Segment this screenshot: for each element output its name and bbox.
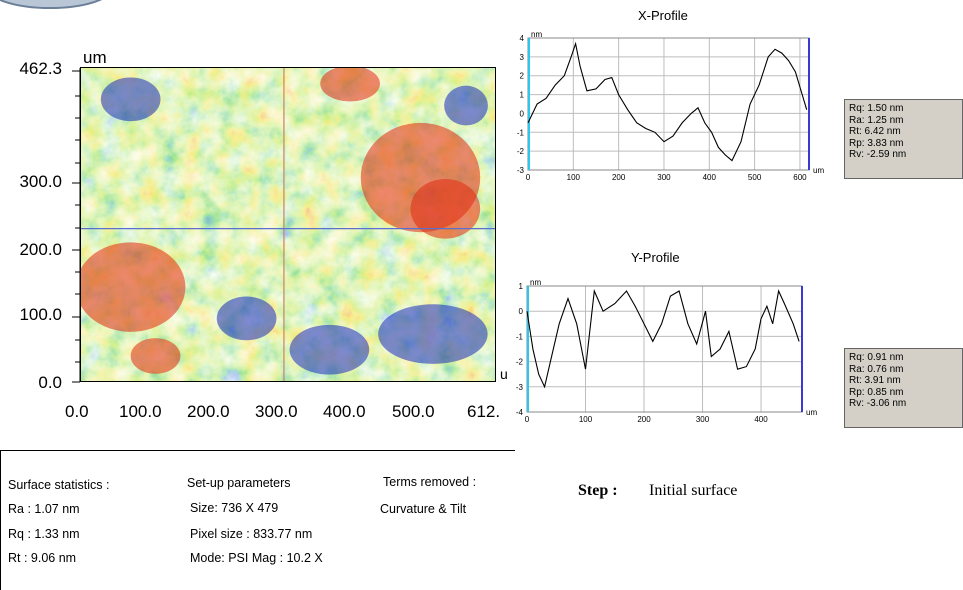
map-hotspot	[410, 179, 481, 239]
profile-y-unit: nm	[530, 278, 541, 287]
map-hotspot	[130, 338, 181, 374]
map-y-tick: 100.0	[19, 305, 62, 324]
x-profile-stat: Ra: 1.25 nm	[849, 114, 904, 126]
map-y-tick: 300.0	[19, 172, 62, 191]
terms-removed-title: Terms removed :	[383, 475, 477, 489]
y-profile-chart[interactable]: 0 100 200 300 400 1 0 -1 -2 -3 -4 nm um	[505, 270, 825, 430]
x-profile-stat: Rt: 6.42 nm	[849, 126, 901, 137]
map-hotspot	[289, 324, 370, 375]
profile-y-tick: 4	[520, 34, 525, 43]
map-hotspot	[81, 242, 186, 332]
x-profile-title: X-Profile	[638, 8, 688, 23]
profile-y-tick: -2	[517, 147, 525, 156]
profile-y-tick: 1	[519, 282, 524, 291]
surface-statistics-title: Surface statistics :	[8, 478, 110, 492]
profile-y-tick: 1	[520, 91, 525, 100]
surface-statistic: Ra : 1.07 nm	[8, 502, 80, 516]
profile-frame	[527, 37, 810, 171]
terms-removed-value: Curvature & Tilt	[380, 502, 467, 516]
map-x-unit-partial: u	[500, 366, 508, 382]
logo-graphic	[0, 0, 102, 9]
profile-series-line	[527, 41, 808, 162]
profile-x-tick: 600	[793, 173, 807, 182]
map-x-tick: 100.0	[119, 402, 162, 421]
profile-x-tick: 400	[754, 415, 768, 424]
map-x-tick: 300.0	[255, 402, 298, 421]
profile-x-tick: 0	[525, 415, 530, 424]
y-profile-title: Y-Profile	[631, 250, 680, 265]
surface-statistic: Rq : 1.33 nm	[8, 527, 80, 541]
profile-y-tick: 3	[520, 53, 525, 62]
map-x-tick: 0.0	[65, 402, 89, 421]
setup-parameter: Pixel size : 833.77 nm	[190, 527, 313, 541]
y-profile-stat: Rt: 3.91 nm	[849, 375, 901, 386]
setup-parameter: Mode: PSI Mag : 10.2 X	[190, 551, 323, 565]
profile-x-tick: 200	[612, 173, 626, 182]
y-profile-stat: Rq: 0.91 nm	[849, 352, 904, 363]
profile-x-tick: 200	[637, 415, 651, 424]
profile-x-tick: 400	[703, 173, 717, 182]
x-profile-chart[interactable]: 0 100 200 300 400 500 600 4 3 2 1 0 -1 -2 -3 nm um	[512, 28, 830, 188]
profile-x-tick: 100	[579, 415, 593, 424]
map-hotspot	[320, 68, 380, 102]
x-profile-stat: Rq: 1.50 nm	[849, 103, 904, 114]
y-profile-stat: Rp: 0.85 nm	[849, 386, 904, 398]
map-x-tick: 400.0	[323, 402, 366, 421]
profile-y-tick: -3	[516, 383, 524, 392]
map-hotspot	[216, 296, 277, 341]
y-profile-stats-panel: Rq: 0.91 nm Ra: 0.76 nm Rt: 3.91 nm Rp: …	[844, 348, 963, 428]
map-y-tick: 462.3	[19, 59, 62, 78]
profile-y-unit: nm	[531, 30, 542, 39]
surface-statistic: Rt : 9.06 nm	[8, 551, 77, 565]
surface-height-map[interactable]	[80, 67, 496, 382]
step-value: Initial surface	[649, 482, 738, 499]
profile-y-tick: 2	[520, 72, 525, 81]
step-label: Step :	[578, 482, 618, 499]
profile-x-tick: 300	[696, 415, 710, 424]
profile-x-unit: um	[813, 166, 824, 175]
profile-y-tick: -4	[516, 408, 524, 417]
y-profile-stat: Ra: 0.76 nm	[849, 363, 904, 375]
profile-x-unit: um	[806, 408, 817, 417]
y-profile-stat: Rv: -3.06 nm	[849, 398, 907, 409]
profile-x-tick: 100	[567, 173, 581, 182]
map-hotspots	[81, 68, 488, 375]
x-profile-stat: Rv: -2.59 nm	[849, 149, 907, 160]
map-x-tick: 500.0	[392, 402, 435, 421]
map-unit-label: um	[83, 48, 107, 67]
info-panel	[0, 450, 515, 590]
map-x-tick: 612.	[467, 402, 501, 421]
map-y-tick: 200.0	[19, 240, 62, 259]
profile-x-tick: 300	[657, 173, 671, 182]
profile-y-tick: 0	[519, 307, 524, 316]
profile-y-tick: -1	[517, 128, 525, 137]
setup-parameter: Size: 736 X 479	[190, 501, 279, 515]
map-hotspot	[444, 85, 488, 126]
map-hotspot	[378, 304, 488, 364]
map-x-tick: 200.0	[187, 402, 230, 421]
map-hotspot	[100, 77, 161, 122]
profile-y-tick: 0	[520, 109, 525, 118]
surface-map-svg	[81, 68, 495, 381]
profile-series-line	[526, 288, 800, 389]
profile-y-tick: -1	[516, 332, 524, 341]
setup-parameters-title: Set-up parameters	[187, 476, 291, 490]
map-y-tick: 0.0	[38, 373, 62, 392]
profile-y-tick: -2	[516, 358, 524, 367]
profile-x-tick: 0	[526, 173, 531, 182]
profile-x-tick: 500	[748, 173, 762, 182]
profile-y-tick: -3	[517, 166, 525, 175]
x-profile-stat: Rp: 3.83 nm	[849, 137, 904, 149]
x-profile-stats-panel: Rq: 1.50 nm Ra: 1.25 nm Rt: 6.42 nm Rp: …	[844, 99, 963, 179]
